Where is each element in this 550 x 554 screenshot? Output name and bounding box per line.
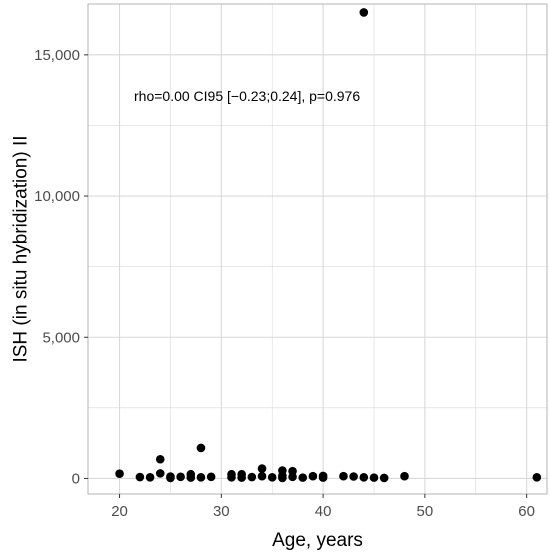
major-gridlines (88, 4, 547, 494)
data-point (227, 473, 236, 482)
x-tick-label: 30 (213, 503, 230, 520)
y-tick-label: 10,000 (34, 188, 80, 205)
data-point (349, 472, 358, 481)
x-axis-title: Age, years (272, 530, 363, 551)
data-point (359, 8, 369, 17)
data-point (288, 472, 297, 482)
axis-ticks (84, 54, 528, 498)
data-point (308, 471, 318, 481)
data-point (237, 473, 246, 482)
axis-tick-labels: 20 30 40 50 60 0 5,000 10,000 15,000 (34, 47, 535, 520)
data-point (166, 473, 175, 483)
panel-border (87, 3, 548, 495)
data-point (257, 471, 267, 481)
data-point (196, 473, 206, 482)
data-points (115, 8, 542, 483)
data-point (135, 472, 145, 482)
data-point (400, 471, 409, 481)
data-point (155, 454, 165, 464)
minor-gridlines (88, 4, 547, 494)
data-point (339, 471, 348, 481)
data-point (318, 473, 328, 482)
x-tick-label: 60 (518, 503, 535, 520)
correlation-annotation: rho=0.00 CI95 [−0.23;0.24], p=0.976 (134, 88, 360, 104)
data-point (359, 473, 369, 482)
data-point (298, 473, 308, 482)
data-point (145, 473, 155, 482)
y-axis-title: ISH (in situ hybridization) II (11, 135, 32, 362)
data-point (369, 473, 379, 482)
data-point (186, 473, 196, 482)
x-tick-label: 40 (315, 503, 332, 520)
y-tick-label: 5,000 (42, 329, 80, 346)
x-tick-label: 20 (111, 503, 128, 520)
data-point (155, 469, 165, 478)
data-point (115, 469, 124, 478)
data-point (379, 473, 389, 483)
data-point (247, 472, 257, 482)
data-point (257, 464, 267, 473)
x-tick-label: 50 (417, 503, 434, 520)
data-point (278, 473, 287, 483)
y-tick-label: 0 (72, 470, 80, 487)
data-point (532, 473, 542, 482)
data-point (206, 472, 216, 482)
data-point (196, 443, 206, 453)
data-point (176, 472, 185, 482)
data-point (267, 473, 277, 482)
y-tick-label: 15,000 (34, 47, 80, 64)
